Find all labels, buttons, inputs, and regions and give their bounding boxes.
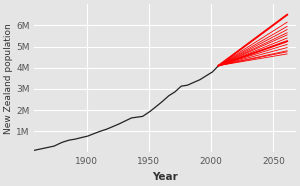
Y-axis label: New Zealand population: New Zealand population [4, 23, 13, 134]
X-axis label: Year: Year [152, 172, 178, 182]
